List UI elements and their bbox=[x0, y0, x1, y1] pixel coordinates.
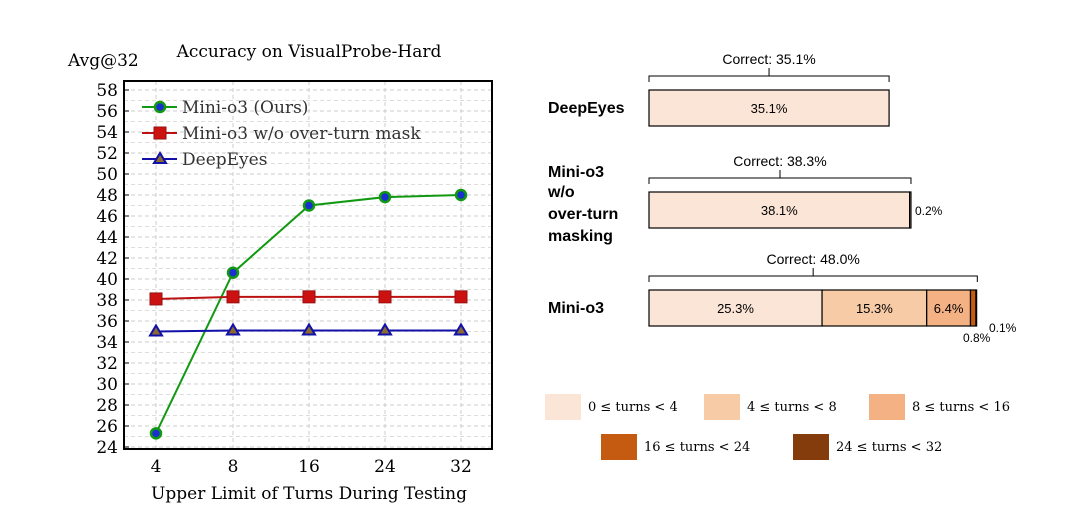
row-label: Mini-o3 bbox=[548, 300, 604, 317]
bar-segment bbox=[969, 289, 977, 327]
y-tick-label: 50 bbox=[96, 165, 118, 185]
y-tick-label: 36 bbox=[96, 312, 118, 332]
y-tick-label: 28 bbox=[96, 396, 118, 416]
correct-label: Correct: 38.3% bbox=[733, 153, 826, 169]
segment-label: 38.1% bbox=[761, 203, 798, 218]
legend-swatch bbox=[704, 394, 740, 420]
x-tick-label: 24 bbox=[374, 457, 396, 477]
bar-segment bbox=[648, 289, 823, 327]
segment-label: 0.1% bbox=[989, 321, 1017, 335]
segment-label: 35.1% bbox=[751, 101, 788, 116]
y-tick-label: 52 bbox=[96, 144, 118, 164]
bracket bbox=[648, 68, 890, 82]
bar-segment bbox=[821, 289, 928, 327]
x-tick-label: 16 bbox=[298, 457, 320, 477]
segment-label: 0.2% bbox=[915, 204, 943, 218]
row-label: DeepEyes bbox=[548, 100, 625, 117]
row-label: w/o bbox=[547, 184, 575, 201]
data-point bbox=[378, 190, 392, 204]
segment-label: 0.8% bbox=[963, 331, 991, 345]
data-point bbox=[226, 266, 240, 279]
bar-segment bbox=[926, 289, 972, 327]
bracket bbox=[648, 268, 978, 282]
data-point bbox=[225, 322, 241, 336]
y-tick-label: 30 bbox=[96, 375, 118, 395]
legend-marker bbox=[153, 126, 167, 140]
plot-frame bbox=[123, 80, 493, 450]
row-label: masking bbox=[548, 228, 613, 245]
x-tick-label: 32 bbox=[450, 457, 472, 477]
legend-label: 8 ≤ turns < 16 bbox=[912, 400, 1010, 415]
x-tick-label: 8 bbox=[228, 457, 239, 477]
y-tick-label: 26 bbox=[96, 417, 118, 437]
data-point bbox=[301, 322, 317, 336]
y-tick-label: 48 bbox=[96, 186, 118, 206]
bar-segment bbox=[909, 191, 912, 229]
y-tick-label: 42 bbox=[96, 249, 118, 269]
legend-marker bbox=[153, 100, 167, 114]
data-point bbox=[149, 292, 163, 306]
y-axis-label: Avg@32 bbox=[67, 51, 139, 71]
data-point bbox=[148, 323, 164, 337]
legend-label: 0 ≤ turns < 4 bbox=[588, 400, 678, 415]
x-tick-label: 4 bbox=[151, 457, 162, 477]
y-tick-label: 44 bbox=[96, 228, 118, 248]
correct-label: Correct: 48.0% bbox=[766, 251, 859, 267]
legend-label: 24 ≤ turns < 32 bbox=[836, 440, 942, 455]
y-tick-label: 40 bbox=[96, 270, 118, 290]
y-tick-label: 24 bbox=[96, 438, 118, 458]
x-axis-label: Upper Limit of Turns During Testing bbox=[151, 484, 467, 504]
legend-label: DeepEyes bbox=[182, 150, 267, 170]
legend-label: 4 ≤ turns < 8 bbox=[747, 400, 837, 415]
data-point bbox=[226, 290, 240, 304]
y-tick-label: 58 bbox=[96, 81, 118, 101]
data-point bbox=[454, 188, 468, 202]
legend-swatch bbox=[545, 394, 581, 420]
segment-label: 15.3% bbox=[856, 301, 893, 316]
data-point bbox=[302, 199, 316, 212]
y-tick-label: 46 bbox=[96, 207, 118, 227]
bracket bbox=[648, 170, 912, 184]
legend-swatch bbox=[601, 434, 637, 460]
y-tick-label: 34 bbox=[96, 333, 118, 353]
segment-label: 6.4% bbox=[934, 301, 964, 316]
y-tick-label: 54 bbox=[96, 123, 118, 143]
data-point bbox=[149, 427, 163, 440]
bar-segment bbox=[648, 191, 911, 229]
chart-title: Accuracy on VisualProbe-Hard bbox=[176, 42, 442, 62]
row-label: Mini-o3 bbox=[548, 164, 604, 181]
y-tick-label: 56 bbox=[96, 102, 118, 122]
bar-segment bbox=[648, 89, 890, 127]
y-tick-label: 38 bbox=[96, 291, 118, 311]
data-point bbox=[377, 322, 393, 336]
legend-swatch bbox=[793, 434, 829, 460]
y-tick-label: 32 bbox=[96, 354, 118, 374]
legend-marker bbox=[152, 151, 168, 164]
data-point bbox=[378, 290, 392, 304]
data-point bbox=[302, 290, 316, 304]
bar-segment bbox=[975, 289, 978, 327]
data-point bbox=[454, 290, 468, 304]
segment-label: 25.3% bbox=[717, 301, 754, 316]
row-label: over-turn bbox=[548, 206, 618, 223]
legend-label: Mini-o3 (Ours) bbox=[182, 98, 308, 118]
data-point bbox=[453, 322, 469, 336]
correct-label: Correct: 35.1% bbox=[722, 51, 815, 67]
legend-label: Mini-o3 w/o over-turn mask bbox=[182, 124, 421, 144]
legend-label: 16 ≤ turns < 24 bbox=[644, 440, 750, 455]
legend-swatch bbox=[869, 394, 905, 420]
